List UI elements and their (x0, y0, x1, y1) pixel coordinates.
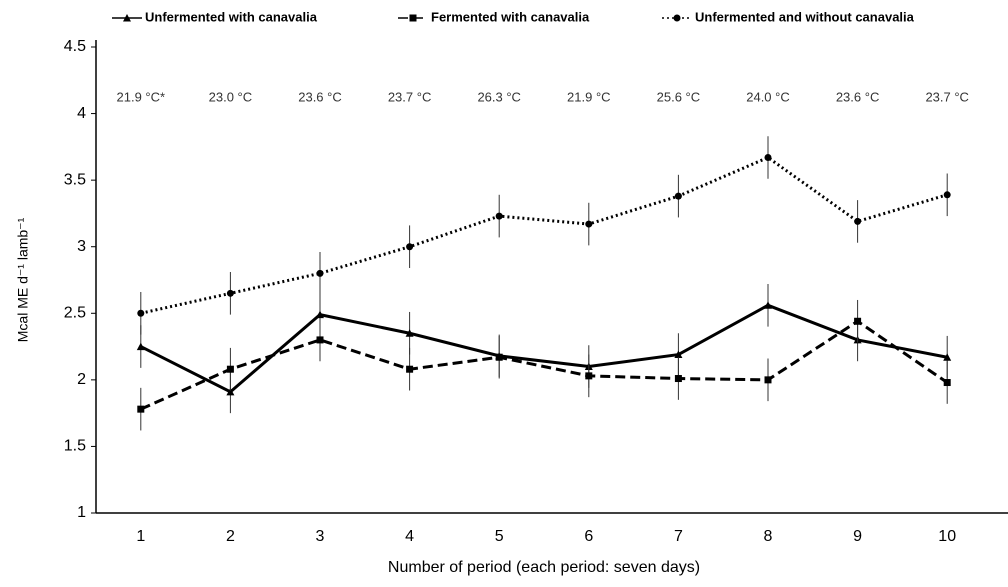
x-tick-label: 4 (405, 528, 414, 545)
marker (123, 14, 131, 22)
marker (943, 191, 951, 199)
annotation: 23.6 °C (836, 89, 880, 104)
annotation: 23.0 °C (209, 89, 253, 104)
y-tick-label: 2.5 (64, 305, 86, 322)
annotation: 26.3 °C (477, 89, 521, 104)
marker (674, 192, 682, 200)
x-tick-label: 6 (584, 528, 593, 545)
y-tick-label: 3 (77, 238, 86, 255)
series-line (140, 303, 948, 394)
x-tick-label: 10 (938, 528, 956, 545)
marker (226, 387, 235, 396)
marker (136, 342, 145, 351)
x-axis-label: Number of period (each period: seven day… (388, 559, 700, 576)
marker (406, 243, 414, 251)
y-tick-label: 1.5 (64, 438, 86, 455)
marker (226, 365, 234, 373)
marker (495, 212, 503, 220)
y-tick-label: 2 (77, 371, 86, 388)
annotation: 21.9 °C (567, 89, 611, 104)
marker (585, 220, 593, 228)
marker (316, 269, 324, 277)
marker (316, 336, 324, 344)
y-tick-label: 3.5 (64, 171, 86, 188)
annotation: 23.7 °C (925, 89, 969, 104)
marker (226, 289, 234, 297)
marker (764, 301, 772, 309)
y-tick-label: 1 (77, 504, 86, 521)
annotation: 24.0 °C (746, 89, 790, 104)
x-tick-label: 5 (495, 528, 504, 545)
annotation: 23.6 °C (298, 89, 342, 104)
x-tick-label: 8 (764, 528, 773, 545)
x-tick-label: 2 (226, 528, 235, 545)
annotation: 23.7 °C (388, 89, 432, 104)
legend-label: Unfermented and without canavalia (695, 9, 915, 24)
marker (764, 154, 772, 162)
series-line (140, 319, 949, 411)
marker (943, 353, 952, 361)
marker (405, 329, 414, 337)
marker (854, 317, 862, 325)
y-tick-label: 4 (77, 105, 86, 122)
marker (674, 375, 682, 383)
marker (137, 405, 145, 413)
marker (409, 14, 417, 22)
marker (674, 350, 683, 359)
annotation: 25.6 °C (657, 89, 701, 104)
series-line (140, 155, 948, 315)
x-tick-label: 1 (136, 528, 145, 545)
y-tick-label: 4.5 (64, 38, 86, 55)
marker (943, 379, 951, 387)
marker (137, 309, 145, 317)
marker (585, 372, 593, 380)
legend-label: Unfermented with canavalia (145, 9, 318, 24)
marker (316, 310, 324, 319)
x-tick-label: 3 (316, 528, 325, 545)
x-tick-label: 7 (674, 528, 683, 545)
legend-label: Fermented with canavalia (431, 9, 590, 24)
marker (673, 14, 681, 22)
annotation: 21.9 °C* (117, 89, 166, 104)
marker (406, 365, 414, 373)
x-tick-label: 9 (853, 528, 862, 545)
marker (764, 376, 772, 384)
y-axis-label: Mcal ME d⁻¹ lamb⁻¹ (15, 217, 31, 342)
marker (495, 353, 503, 361)
marker (854, 217, 862, 225)
